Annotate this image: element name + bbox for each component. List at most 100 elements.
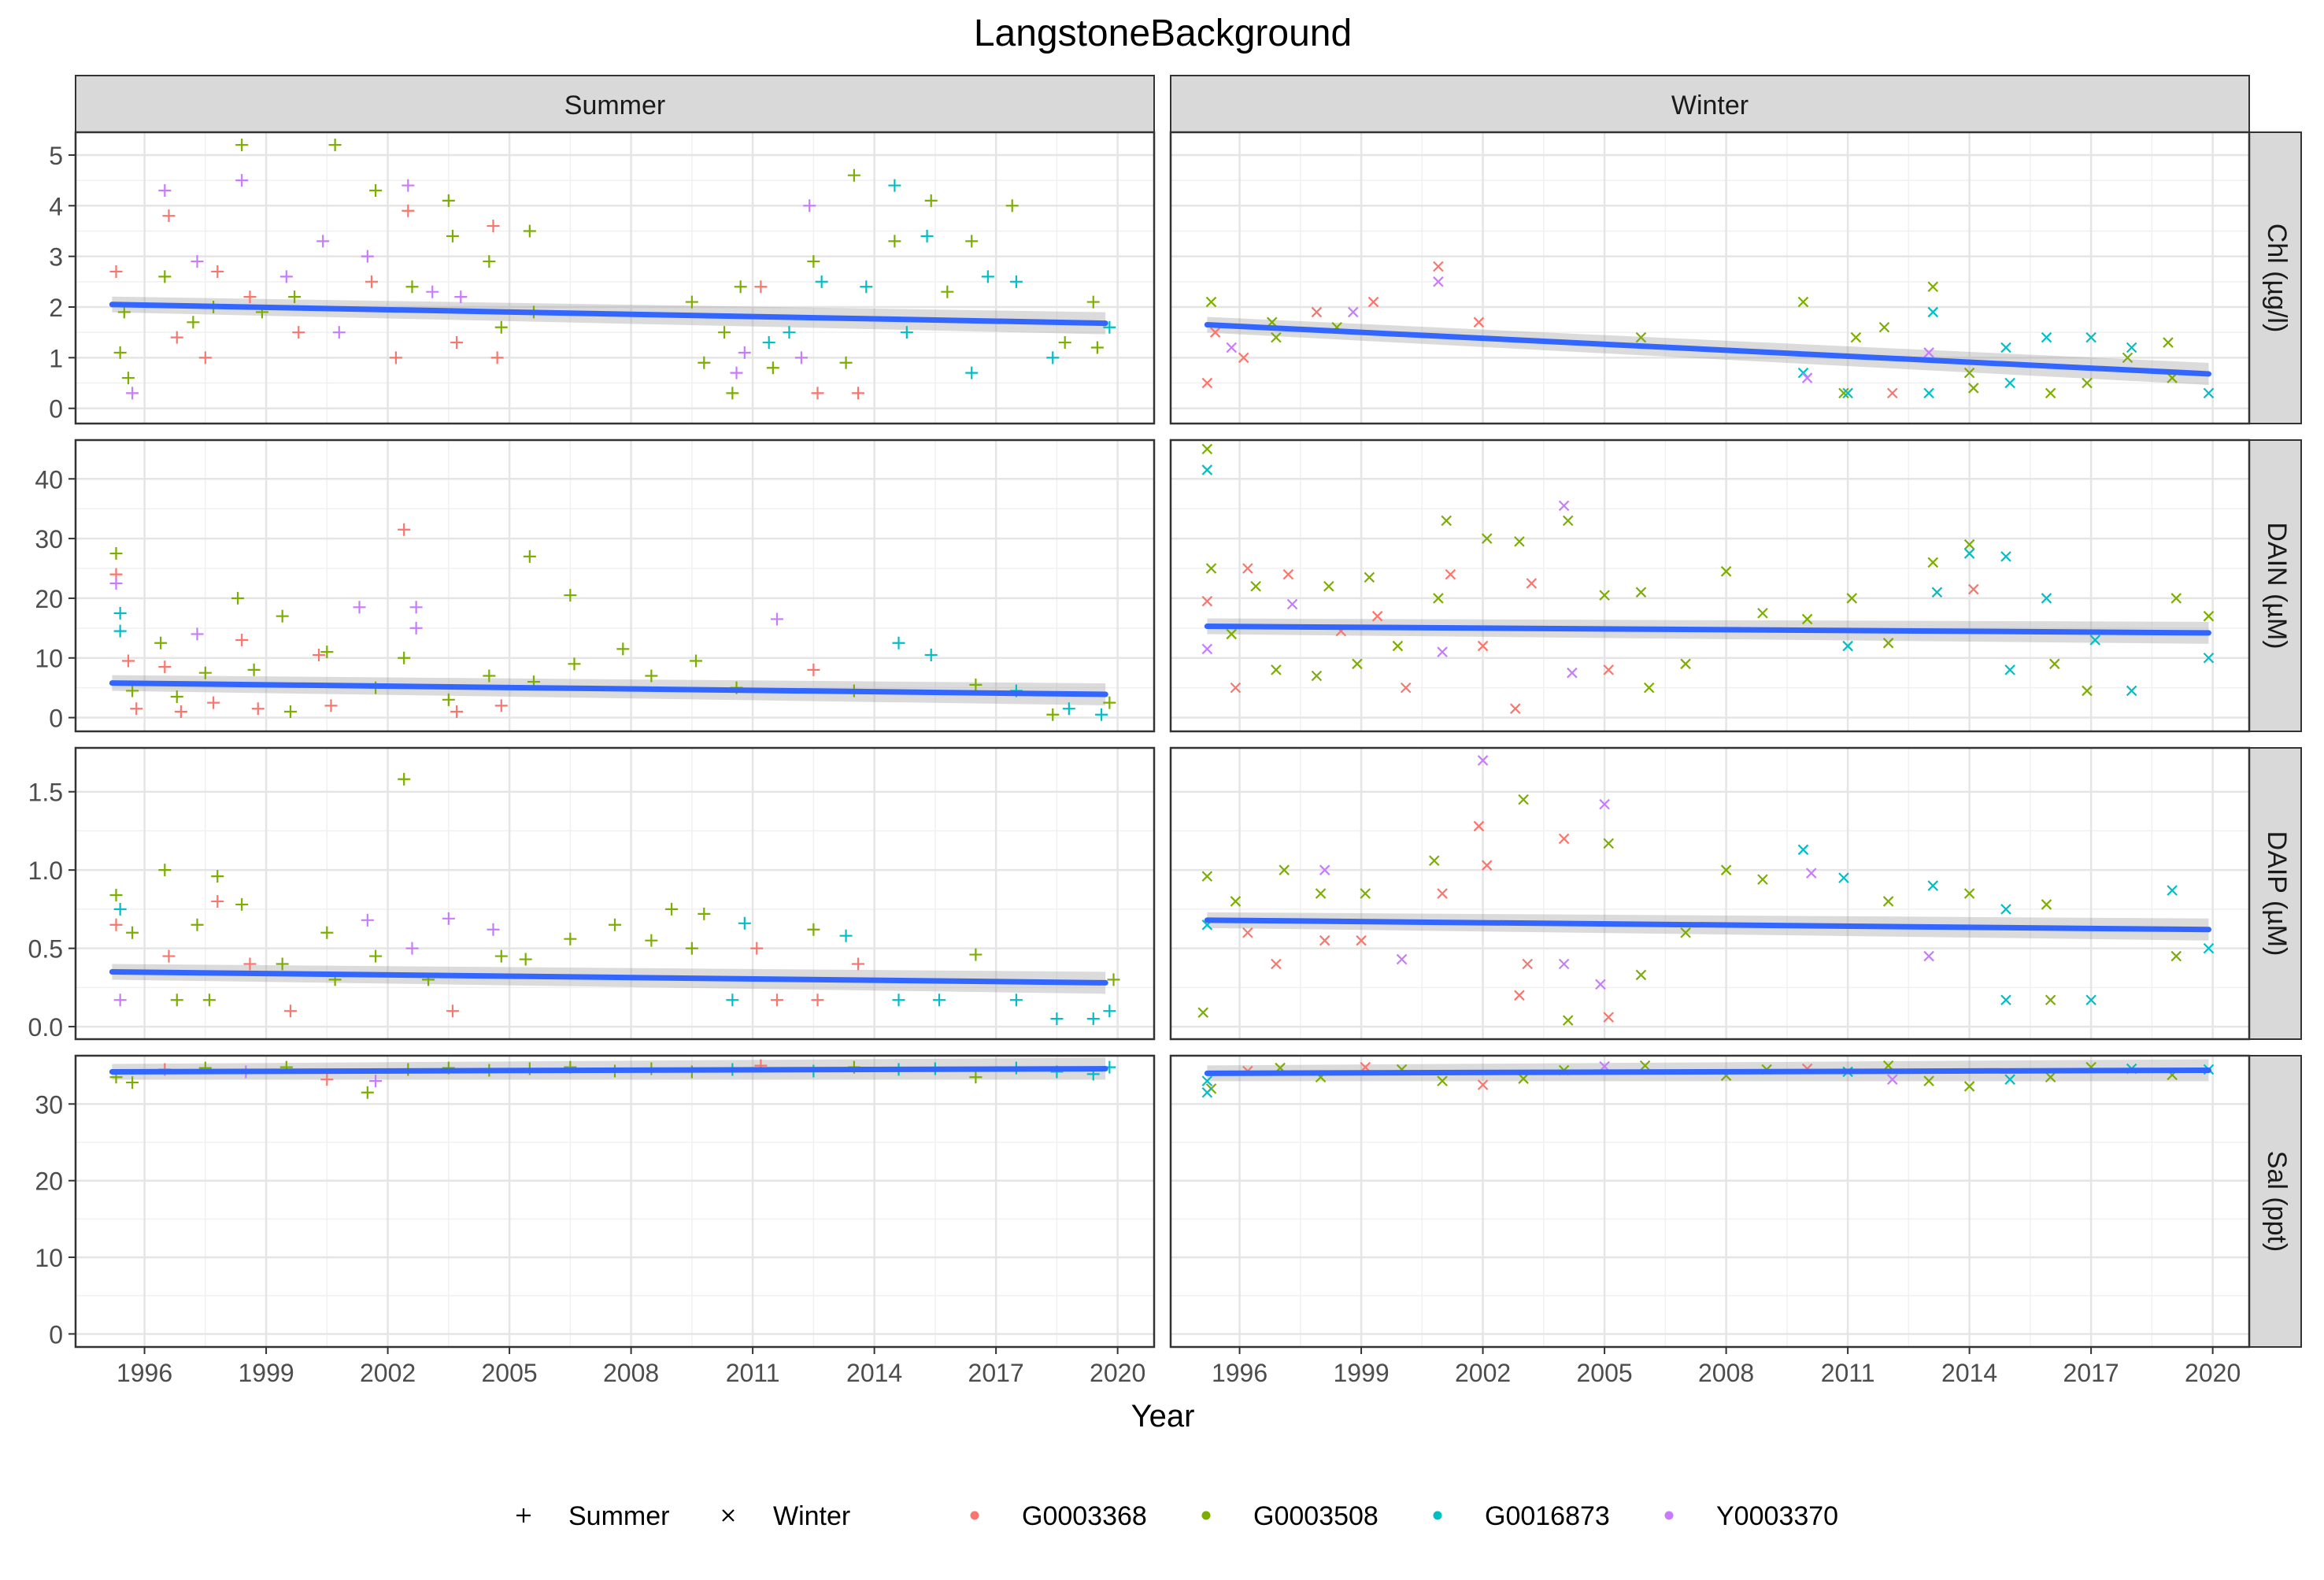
data-point-cross	[2203, 610, 2215, 622]
data-point-cross	[2041, 593, 2052, 604]
data-point-plus	[852, 387, 865, 400]
data-point-cross	[1882, 638, 1894, 649]
data-point-plus	[113, 994, 127, 1007]
panel	[1169, 131, 2251, 425]
data-point-cross	[1797, 844, 1809, 856]
y-tick-label: 1.0	[28, 857, 63, 885]
data-point-cross	[1392, 640, 1404, 652]
data-point-cross	[2126, 685, 2137, 697]
row-strip	[2248, 439, 2302, 732]
data-point-cross	[1271, 958, 1282, 970]
data-point-plus	[126, 684, 139, 697]
panel-border	[1169, 131, 2251, 425]
data-point-plus	[698, 356, 711, 369]
data-point-plus	[924, 194, 938, 207]
data-point-cross	[1635, 586, 1647, 598]
data-point-plus	[1103, 320, 1116, 334]
panel	[1169, 746, 2251, 1041]
data-point-plus	[231, 591, 245, 605]
data-point-plus	[405, 942, 419, 955]
data-point-cross	[1311, 670, 1323, 682]
data-point-plus	[494, 699, 508, 712]
data-point-cross	[1201, 377, 1213, 389]
data-point-plus	[494, 949, 508, 963]
x-tick-label: 2005	[481, 1359, 537, 1387]
data-point-plus	[888, 235, 901, 248]
panel-border	[74, 746, 1156, 1041]
data-point-plus	[1090, 341, 1104, 354]
data-point-cross	[2041, 331, 2052, 343]
data-point-plus	[316, 235, 330, 248]
legend-glyph-cross	[722, 1509, 735, 1522]
data-point-cross	[1886, 1074, 1898, 1085]
legend-color-dot	[1201, 1511, 1211, 1520]
data-point-plus	[109, 547, 123, 561]
data-point-cross	[1477, 1079, 1489, 1090]
data-point-plus	[398, 651, 411, 664]
data-point-plus	[811, 387, 824, 400]
data-point-cross	[2004, 664, 2015, 675]
data-point-cross	[1562, 1015, 1574, 1026]
data-point-plus	[276, 957, 289, 971]
data-point-plus	[243, 957, 257, 971]
data-point-plus	[109, 888, 123, 901]
data-point-cross	[1680, 927, 1691, 938]
data-point-plus	[361, 913, 374, 927]
data-point-cross	[1757, 608, 1768, 619]
data-point-cross	[1635, 331, 1647, 343]
data-point-cross	[1850, 331, 1862, 343]
panel-background	[1171, 440, 2249, 731]
data-point-plus	[860, 280, 873, 294]
row-strip-label: Chl (µg/l)	[2262, 224, 2292, 333]
data-point-cross	[1437, 646, 1448, 657]
panel: 0 10 20 30 1996 1999 2002 2005 2008 2011 2014 2017 2…	[35, 1054, 1156, 1387]
panel-border	[1169, 1054, 2251, 1349]
legend-color-dot	[1433, 1511, 1442, 1520]
data-point-cross	[1931, 586, 1943, 598]
data-point-cross	[2045, 387, 2056, 399]
facet-strip-label: Summer	[564, 91, 665, 120]
row-strip-label: DAIP (µM)	[2262, 831, 2292, 957]
data-point-plus	[442, 693, 455, 706]
data-point-cross	[2000, 551, 2011, 562]
data-point-cross	[1923, 347, 1934, 358]
data-point-plus	[174, 705, 187, 718]
data-point-plus	[402, 179, 415, 192]
data-point-cross	[1319, 934, 1330, 946]
data-point-plus	[332, 326, 346, 339]
data-point-cross	[1315, 888, 1327, 899]
x-tick-label: 2011	[726, 1359, 780, 1387]
trend-line	[1204, 322, 2211, 377]
data-point-cross	[1562, 515, 1574, 527]
y-tick-label: 30	[35, 525, 63, 553]
data-point-plus	[487, 923, 500, 936]
data-point-plus	[113, 346, 127, 359]
data-point-plus	[320, 646, 334, 659]
legend-item-series: G0016873	[1433, 1501, 1610, 1531]
data-point-plus	[162, 209, 176, 223]
data-point-cross	[1846, 593, 1858, 604]
y-tick-label: 0	[49, 705, 63, 733]
data-point-plus	[369, 184, 383, 197]
x-tick-label: 2014	[846, 1359, 902, 1387]
data-point-plus	[1058, 336, 1071, 350]
data-point-plus	[170, 994, 183, 1007]
data-point-plus	[283, 705, 297, 718]
data-point-cross	[1838, 387, 1849, 399]
data-point-cross	[1603, 838, 1615, 849]
trend-line	[1204, 623, 2211, 636]
facet-panels: Summer Winter Chl (µg/l) 0 1 2 3 4 5 DAIN (µM) 0 10…	[28, 75, 2302, 1387]
data-point-cross	[1226, 628, 1238, 640]
data-point-plus	[839, 929, 853, 942]
y-tick-label: 3	[49, 243, 63, 272]
data-point-cross	[2203, 387, 2215, 399]
y-tick-label: 30	[35, 1090, 63, 1119]
data-point-cross	[1927, 557, 1939, 568]
legend-item-winter: Winter	[722, 1501, 850, 1531]
data-point-cross	[2122, 352, 2133, 364]
data-point-plus	[158, 270, 172, 283]
data-point-plus	[402, 204, 415, 217]
panel-border	[1169, 746, 2251, 1041]
data-point-cross	[1720, 864, 1732, 875]
